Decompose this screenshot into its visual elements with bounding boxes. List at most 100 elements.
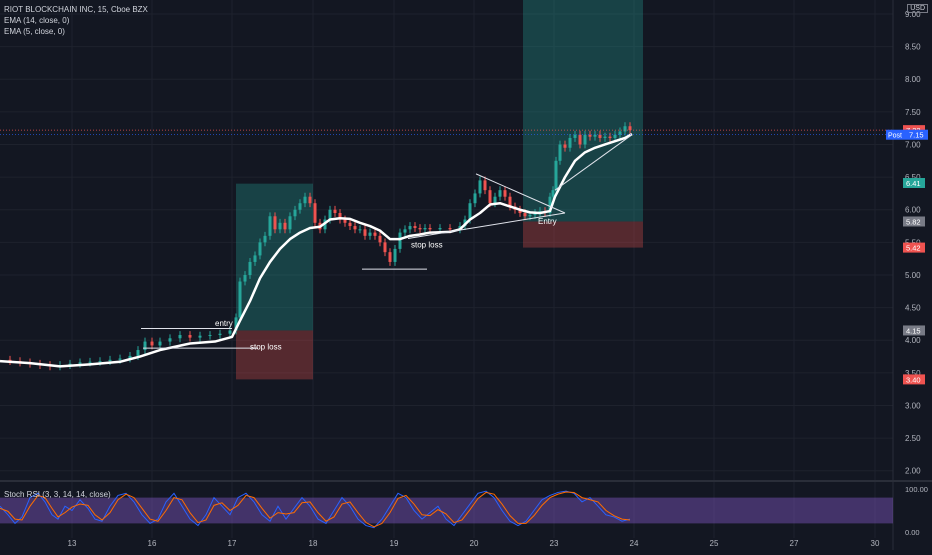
candle-body	[568, 137, 572, 148]
candle-body	[118, 358, 122, 360]
drawn-lines	[141, 134, 633, 349]
price-tick: 7.00	[905, 140, 921, 149]
rsi-title: Stoch RSI (3, 3, 14, 14, close)	[4, 490, 111, 499]
price-tick: 8.50	[905, 43, 921, 52]
candle-body	[303, 196, 307, 204]
candle-body	[533, 213, 537, 215]
candle-body	[293, 209, 297, 217]
candle-body	[378, 235, 382, 243]
candle-body	[528, 214, 532, 217]
time-tick: 16	[148, 539, 157, 548]
candle-body	[483, 180, 487, 191]
candle-body	[328, 209, 332, 220]
loss-zone	[523, 221, 643, 248]
candle-body	[268, 216, 272, 236]
price-tag-label: 7.15	[909, 131, 924, 140]
candle-body	[558, 144, 562, 161]
candle-body	[518, 209, 522, 214]
candle-body	[608, 136, 612, 138]
time-tick: 19	[390, 539, 399, 548]
ema14-line	[0, 132, 633, 368]
annotations: entry stop loss stop loss Entry	[215, 217, 557, 351]
price-tick: 8.00	[905, 75, 921, 84]
candle-body	[388, 252, 392, 262]
candle-body	[373, 232, 377, 236]
candle-body	[263, 235, 267, 243]
price-tick: 9.00	[905, 10, 921, 19]
trend-line	[554, 134, 633, 191]
currency-label[interactable]: USD	[907, 4, 928, 13]
candle-body	[68, 363, 72, 366]
candle-body	[338, 213, 342, 220]
price-tag	[906, 129, 928, 140]
candle-body	[333, 209, 337, 214]
candle-body	[238, 281, 242, 318]
post-tag-label: Post	[888, 133, 902, 140]
candle-body	[108, 359, 112, 362]
candle-body	[78, 362, 82, 364]
candle-body	[554, 160, 558, 191]
time-tick: 13	[68, 539, 77, 548]
ema14-legend[interactable]: EMA (14, close, 0)	[4, 16, 70, 25]
candle-body	[278, 222, 282, 230]
candle-body	[438, 228, 442, 230]
candle-body	[473, 193, 477, 204]
price-tag-label: 6.41	[906, 179, 921, 188]
candle-body	[228, 330, 232, 334]
candle-body	[208, 335, 212, 337]
time-tick: 27	[790, 539, 799, 548]
annotation-label: Entry	[538, 217, 557, 226]
candle-body	[593, 134, 597, 137]
ema5-legend[interactable]: EMA (5, close, 0)	[4, 27, 65, 36]
time-tick: 30	[871, 539, 880, 548]
time-tick: 17	[228, 539, 237, 548]
candle-body	[243, 274, 247, 282]
price-tag-label: 4.15	[906, 326, 921, 335]
time-tick: 24	[630, 539, 639, 548]
candle-body	[143, 341, 147, 351]
price-tick: 5.00	[905, 271, 921, 280]
candle-body	[413, 226, 417, 229]
stoch-k-line	[0, 490, 631, 529]
candle-body	[503, 190, 507, 197]
candle-body	[628, 126, 632, 131]
candle-body	[583, 134, 587, 145]
price-tag	[903, 216, 925, 227]
candle-body	[198, 335, 202, 338]
price-tick: 7.50	[905, 108, 921, 117]
price-tick: 4.00	[905, 336, 921, 345]
time-tick: 25	[710, 539, 719, 548]
candle-body	[368, 232, 372, 236]
candle-body	[398, 232, 402, 249]
trend-line	[475, 173, 566, 214]
candle-body	[308, 196, 312, 204]
symbol-title[interactable]: RIOT BLOCKCHAIN INC, 15, Cboe BZX	[4, 5, 148, 14]
candle-body	[613, 134, 617, 138]
candle-body	[188, 335, 192, 338]
candle-body	[98, 361, 102, 363]
candle-body	[258, 242, 262, 256]
candle-body	[383, 242, 387, 253]
candle-body	[363, 229, 367, 236]
candle-body	[288, 216, 292, 230]
price-tag	[903, 374, 925, 385]
price-tick: 6.50	[905, 173, 921, 182]
candle-body	[136, 350, 140, 356]
stoch-d-line	[0, 491, 631, 528]
candle-body	[598, 134, 602, 138]
time-tick: 20	[470, 539, 479, 548]
candle-body	[551, 190, 555, 197]
candle-body	[273, 216, 277, 230]
candle-body	[548, 196, 552, 214]
candle-body	[353, 226, 357, 230]
price-tag-label: 5.42	[906, 244, 921, 253]
candle-body	[563, 144, 567, 148]
candle-body	[423, 228, 427, 230]
stoch-rsi-pane: Stoch RSI (3, 3, 14, 14, close) 100.00 0.0…	[0, 485, 928, 537]
price-tag	[903, 242, 925, 253]
candle-body	[578, 134, 582, 145]
candle-body	[428, 228, 432, 230]
